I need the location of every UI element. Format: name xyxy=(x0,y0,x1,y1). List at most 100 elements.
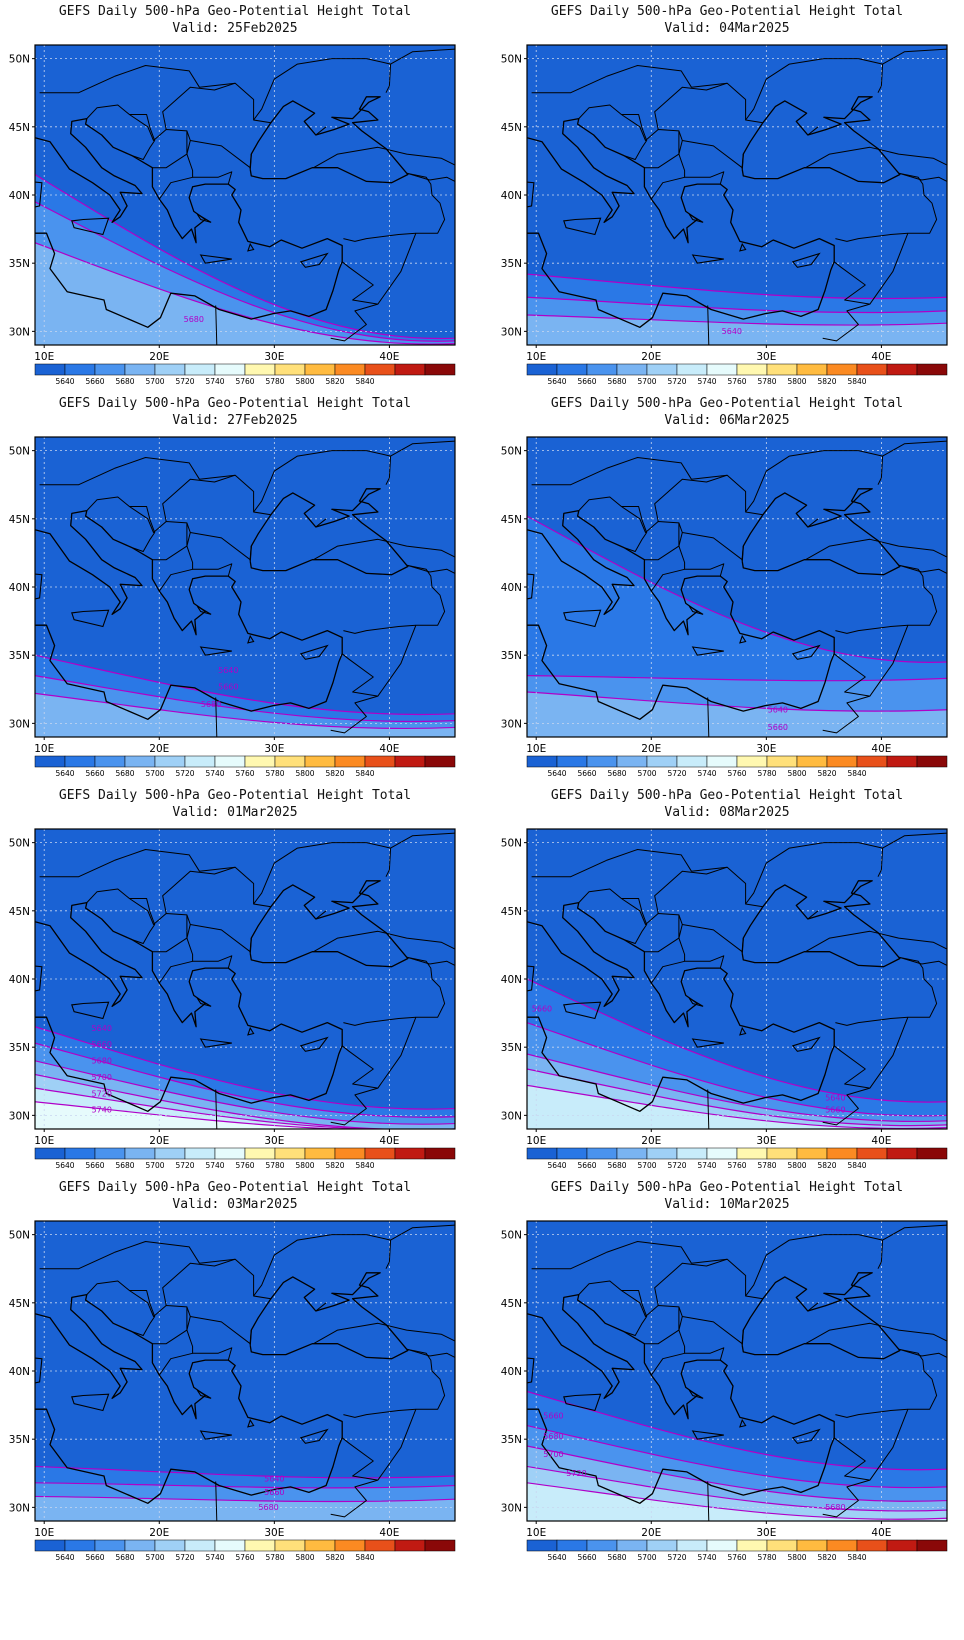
colorbar-label: 5840 xyxy=(355,769,374,778)
country-border xyxy=(684,1347,725,1361)
colorbar-label: 5680 xyxy=(607,377,626,386)
colorbar-label: 5640 xyxy=(55,1161,74,1170)
colorbar-swatch xyxy=(646,1147,678,1160)
map-panel: GEFS Daily 500-hPa Geo-Potential Height … xyxy=(0,392,470,800)
island-outline xyxy=(199,1038,232,1048)
colorbar-swatch xyxy=(766,1539,798,1552)
colorbar-swatch xyxy=(394,1147,426,1160)
colorbar-label: 5800 xyxy=(787,377,806,386)
longitude-tick-label: 10E xyxy=(34,351,54,363)
colorbar-swatch xyxy=(184,1539,216,1552)
colorbar-label: 5820 xyxy=(325,1161,344,1170)
colorbar-label: 5780 xyxy=(757,377,776,386)
colorbar-label: 5760 xyxy=(235,377,254,386)
country-border xyxy=(578,1280,686,1376)
island-outline xyxy=(35,573,43,600)
colorbar-label: 5800 xyxy=(295,1161,314,1170)
country-border xyxy=(190,1316,252,1345)
contour-line-5640 xyxy=(527,515,947,663)
country-border xyxy=(707,1089,710,1129)
longitude-tick-label: 30E xyxy=(756,1135,776,1147)
island-outline xyxy=(739,1026,747,1036)
country-border xyxy=(129,114,156,160)
map-plot: 5640 5660 5680 50N 45N 40N 35N 30N 10E 20E 30E 40E 5… xyxy=(9,436,456,778)
country-border xyxy=(39,859,115,878)
contour-line-5640 xyxy=(35,654,455,716)
latitude-tick-label: 45N xyxy=(501,122,522,134)
latitude-tick-label: 35N xyxy=(501,258,522,270)
country-border xyxy=(129,506,156,552)
country-border xyxy=(684,955,725,969)
contour-label: 5720 xyxy=(92,1089,112,1098)
colorbar-label: 5660 xyxy=(577,769,596,778)
colorbar-label: 5780 xyxy=(757,1161,776,1170)
colorbar-swatch xyxy=(556,1147,588,1160)
colorbar-swatch xyxy=(364,755,396,768)
colorbar-swatch xyxy=(916,1539,948,1552)
colorbar-label: 5680 xyxy=(115,377,134,386)
country-border xyxy=(745,450,884,513)
colorbar-label: 5740 xyxy=(205,769,224,778)
colorbar-label: 5780 xyxy=(265,1161,284,1170)
colorbar-swatch xyxy=(154,755,186,768)
panel-title: GEFS Daily 500-hPa Geo-Potential Height … xyxy=(550,1180,904,1195)
country-border xyxy=(343,1348,446,1418)
longitude-tick-label: 10E xyxy=(34,1527,54,1539)
latitude-tick-label: 30N xyxy=(9,326,30,338)
colorbar-swatch xyxy=(34,1147,66,1160)
colorbar-label: 5760 xyxy=(727,1553,746,1562)
country-border xyxy=(835,956,938,1026)
island-outline xyxy=(247,634,255,644)
contour-label: 5720 xyxy=(566,1469,586,1478)
island-outline xyxy=(691,254,724,264)
colorbar-swatch xyxy=(796,1147,828,1160)
contour-line-5640 xyxy=(35,1026,455,1110)
contour-label: 5640 xyxy=(722,327,742,336)
colorbar-swatch xyxy=(886,755,918,768)
country-border xyxy=(129,898,156,944)
latitude-tick-label: 30N xyxy=(9,1502,30,1514)
country-border xyxy=(377,625,417,697)
latitude-tick-label: 45N xyxy=(9,122,30,134)
colorbar-swatch xyxy=(364,1539,396,1552)
colorbar-swatch xyxy=(64,755,96,768)
coastline xyxy=(741,880,901,968)
colorbar-swatch xyxy=(394,363,426,376)
colorbar-swatch xyxy=(424,1147,456,1160)
colorbar-swatch xyxy=(856,363,888,376)
country-border xyxy=(39,467,115,486)
colorbar-label: 5660 xyxy=(85,1161,104,1170)
country-border xyxy=(644,914,680,953)
colorbar-swatch xyxy=(184,363,216,376)
island-outline xyxy=(527,965,535,992)
colorbar-swatch xyxy=(616,1539,648,1552)
country-border xyxy=(313,538,455,561)
panel-valid-date: Valid: 08Mar2025 xyxy=(664,805,790,820)
panel-valid-date: Valid: 06Mar2025 xyxy=(664,413,790,428)
contour-line-5660 xyxy=(527,1022,947,1117)
island-outline xyxy=(527,181,535,208)
latitude-tick-label: 45N xyxy=(501,1298,522,1310)
colorbar-swatch xyxy=(706,363,738,376)
country-border xyxy=(39,75,115,94)
colorbar-label: 5720 xyxy=(667,377,686,386)
island-outline xyxy=(199,646,232,656)
panel-valid-date: Valid: 27Feb2025 xyxy=(172,413,298,428)
country-border xyxy=(882,48,947,65)
contour-label: 5660 xyxy=(218,682,238,691)
country-border xyxy=(745,842,884,905)
longitude-tick-label: 40E xyxy=(379,351,399,363)
colorbar-label: 5740 xyxy=(697,769,716,778)
longitude-tick-label: 10E xyxy=(526,351,546,363)
contour-line-5660 xyxy=(35,1482,455,1489)
colorbar-label: 5640 xyxy=(55,377,74,386)
colorbar-swatch xyxy=(706,755,738,768)
country-border xyxy=(805,146,947,169)
latitude-tick-label: 50N xyxy=(9,54,30,66)
latitude-tick-label: 50N xyxy=(9,1230,30,1242)
colorbar-label: 5840 xyxy=(847,769,866,778)
contour-label: 5640 xyxy=(218,666,238,675)
island-outline xyxy=(247,242,255,252)
colorbar-swatch xyxy=(64,1539,96,1552)
height-band-5680 xyxy=(35,242,455,345)
